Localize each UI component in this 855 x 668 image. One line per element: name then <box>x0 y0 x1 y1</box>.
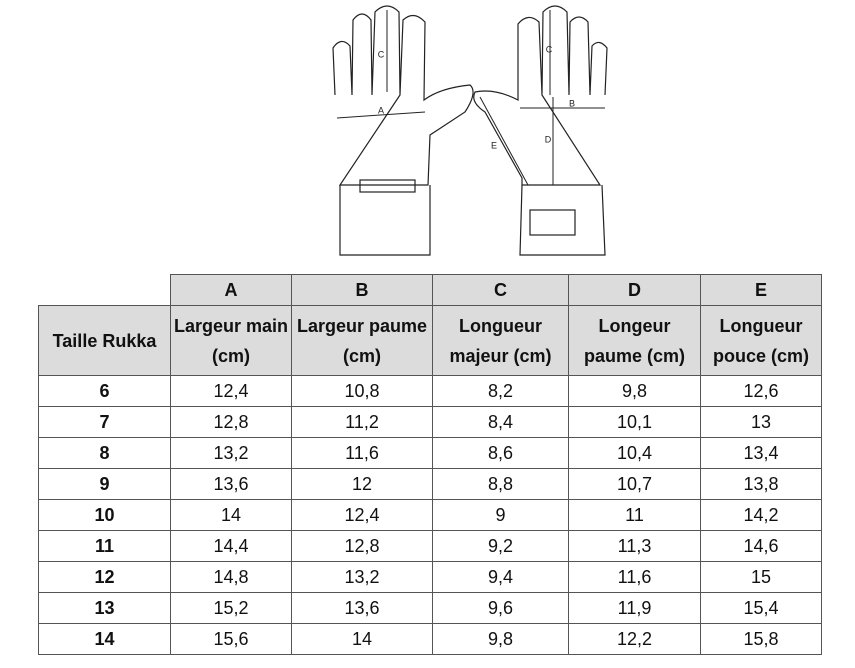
right-glove <box>473 5 608 256</box>
size-cell: 11 <box>38 530 171 562</box>
value-cell: 13,2 <box>170 437 292 469</box>
table-row: 7 12,8 11,2 8,4 10,1 13 <box>38 406 822 438</box>
size-cell: 14 <box>38 623 171 655</box>
value-cell: 8,2 <box>432 375 569 407</box>
column-header: Longeur paume (cm) <box>568 305 701 376</box>
table-row: 11 14,4 12,8 9,2 11,3 14,6 <box>38 530 822 562</box>
value-cell: 13,4 <box>700 437 822 469</box>
glove-diagram: C A C B D E <box>332 5 608 256</box>
value-cell: 12,2 <box>568 623 701 655</box>
size-table: A B C D E Taille Rukka Largeur main (cm) Largeu… <box>38 274 822 655</box>
value-cell: 13 <box>700 406 822 438</box>
size-cell: 12 <box>38 561 171 593</box>
diagram-label: B <box>569 98 575 108</box>
value-cell: 14 <box>170 499 292 531</box>
column-header: Taille Rukka <box>38 305 171 376</box>
value-cell: 11,6 <box>568 561 701 593</box>
column-letter: B <box>291 274 433 306</box>
value-cell: 8,6 <box>432 437 569 469</box>
column-header: Longueur pouce (cm) <box>700 305 822 376</box>
column-header: Largeur main (cm) <box>170 305 292 376</box>
value-cell: 12,8 <box>170 406 292 438</box>
value-cell: 12 <box>291 468 433 500</box>
value-cell: 13,6 <box>291 592 433 624</box>
value-cell: 8,8 <box>432 468 569 500</box>
value-cell: 11,9 <box>568 592 701 624</box>
table-row: 9 13,6 12 8,8 10,7 13,8 <box>38 468 822 500</box>
value-cell: 15,8 <box>700 623 822 655</box>
size-cell: 8 <box>38 437 171 469</box>
value-cell: 9,8 <box>432 623 569 655</box>
table-row: 14 15,6 14 9,8 12,2 15,8 <box>38 623 822 655</box>
value-cell: 15,6 <box>170 623 292 655</box>
value-cell: 13,6 <box>170 468 292 500</box>
size-cell: 9 <box>38 468 171 500</box>
value-cell: 11 <box>568 499 701 531</box>
value-cell: 11,2 <box>291 406 433 438</box>
size-cell: 13 <box>38 592 171 624</box>
diagram-label: C <box>546 44 553 54</box>
table-row: 8 13,2 11,6 8,6 10,4 13,4 <box>38 437 822 469</box>
value-cell: 15 <box>700 561 822 593</box>
value-cell: 14,6 <box>700 530 822 562</box>
value-cell: 15,4 <box>700 592 822 624</box>
value-cell: 9,4 <box>432 561 569 593</box>
value-cell: 9,8 <box>568 375 701 407</box>
size-cell: 7 <box>38 406 171 438</box>
column-header: Longueur majeur (cm) <box>432 305 569 376</box>
column-letter: D <box>568 274 701 306</box>
value-cell: 14,2 <box>700 499 822 531</box>
value-cell: 9,2 <box>432 530 569 562</box>
diagram-label: E <box>491 140 497 150</box>
value-cell: 14 <box>291 623 433 655</box>
column-letter: C <box>432 274 569 306</box>
size-cell: 10 <box>38 499 171 531</box>
value-cell: 12,4 <box>170 375 292 407</box>
table-row: 10 14 12,4 9 11 14,2 <box>38 499 822 531</box>
value-cell: 12,8 <box>291 530 433 562</box>
value-cell: 8,4 <box>432 406 569 438</box>
value-cell: 12,6 <box>700 375 822 407</box>
column-header: Largeur paume (cm) <box>291 305 433 376</box>
diagram-label: C <box>378 49 385 59</box>
column-letter: A <box>170 274 292 306</box>
table-row: 6 12,4 10,8 8,2 9,8 12,6 <box>38 375 822 407</box>
value-cell: 15,2 <box>170 592 292 624</box>
table-row: Taille Rukka Largeur main (cm) Largeur pau… <box>38 305 822 376</box>
value-cell: 13,8 <box>700 468 822 500</box>
diagram-label: D <box>545 134 552 144</box>
value-cell: 14,4 <box>170 530 292 562</box>
table-row: 13 15,2 13,6 9,6 11,9 15,4 <box>38 592 822 624</box>
value-cell: 10,4 <box>568 437 701 469</box>
value-cell: 10,7 <box>568 468 701 500</box>
value-cell: 11,3 <box>568 530 701 562</box>
size-cell: 6 <box>38 375 171 407</box>
value-cell: 10,1 <box>568 406 701 438</box>
left-glove <box>332 5 474 256</box>
column-letter: E <box>700 274 822 306</box>
diagram-label: A <box>378 105 384 115</box>
value-cell: 10,8 <box>291 375 433 407</box>
empty-cell <box>38 274 171 306</box>
value-cell: 9 <box>432 499 569 531</box>
value-cell: 12,4 <box>291 499 433 531</box>
value-cell: 14,8 <box>170 561 292 593</box>
table-row: 12 14,8 13,2 9,4 11,6 15 <box>38 561 822 593</box>
value-cell: 13,2 <box>291 561 433 593</box>
value-cell: 9,6 <box>432 592 569 624</box>
value-cell: 11,6 <box>291 437 433 469</box>
